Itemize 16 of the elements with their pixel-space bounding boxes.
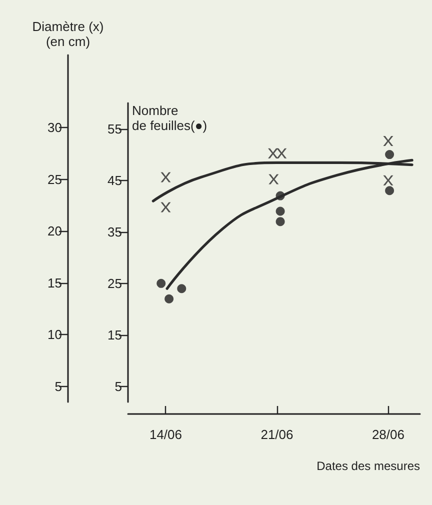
y-tick-label: 25	[108, 276, 122, 291]
x-axis-title: Dates des mesures	[316, 459, 420, 473]
x-tick-label: 21/06	[260, 427, 294, 442]
y-tick-label: 15	[108, 327, 122, 342]
y-tick-label: 45	[108, 172, 122, 188]
y2-tick-label: 10	[48, 327, 62, 342]
y-tick-label: 35	[108, 224, 122, 240]
y2-tick-label: 30	[48, 120, 62, 136]
y-axis-title: Nombre de feuilles(●)	[132, 103, 208, 133]
y-tick-label: 55	[108, 121, 122, 136]
y2-tick-label: 15	[48, 275, 62, 290]
y2-tick-label: 25	[48, 172, 62, 187]
x-tick-label: 28/06	[372, 427, 404, 442]
y2-tick-label: 20	[48, 224, 62, 239]
y2-axis-title: Diamètre (x) (en cm)	[32, 19, 104, 49]
x-tick-label: 14/06	[149, 427, 182, 442]
